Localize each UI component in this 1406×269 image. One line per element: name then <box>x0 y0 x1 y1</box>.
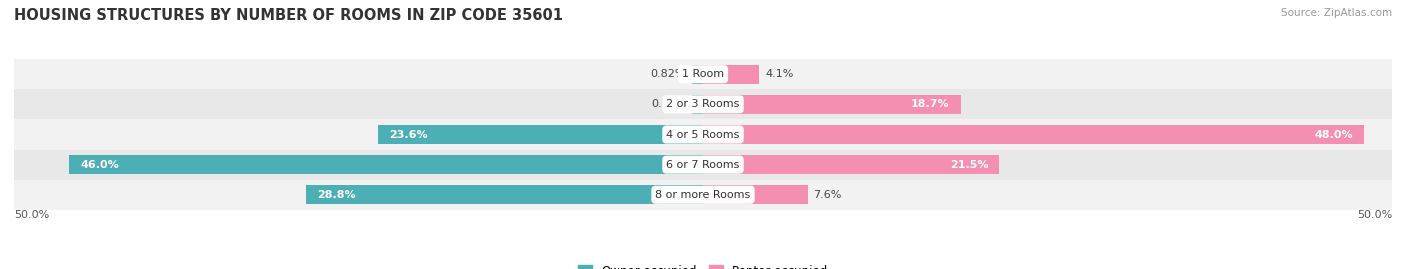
Text: 18.7%: 18.7% <box>911 99 949 109</box>
Bar <box>703 65 759 84</box>
Bar <box>703 185 807 204</box>
Text: 0.77%: 0.77% <box>651 99 688 109</box>
Text: 6 or 7 Rooms: 6 or 7 Rooms <box>666 160 740 170</box>
Bar <box>307 185 703 204</box>
Bar <box>69 155 703 174</box>
Text: 50.0%: 50.0% <box>14 210 49 220</box>
Text: 1 Room: 1 Room <box>682 69 724 79</box>
Text: 4 or 5 Rooms: 4 or 5 Rooms <box>666 129 740 140</box>
Bar <box>378 125 703 144</box>
Text: HOUSING STRUCTURES BY NUMBER OF ROOMS IN ZIP CODE 35601: HOUSING STRUCTURES BY NUMBER OF ROOMS IN… <box>14 8 562 23</box>
Text: 2 or 3 Rooms: 2 or 3 Rooms <box>666 99 740 109</box>
Legend: Owner-occupied, Renter-occupied: Owner-occupied, Renter-occupied <box>572 260 834 269</box>
Text: 7.6%: 7.6% <box>813 190 842 200</box>
Text: 4.1%: 4.1% <box>765 69 793 79</box>
Text: 48.0%: 48.0% <box>1315 129 1354 140</box>
Bar <box>703 95 960 114</box>
Bar <box>14 119 1392 150</box>
Text: 23.6%: 23.6% <box>389 129 427 140</box>
Text: 8 or more Rooms: 8 or more Rooms <box>655 190 751 200</box>
Text: 21.5%: 21.5% <box>949 160 988 170</box>
Bar <box>692 65 703 84</box>
Bar <box>14 89 1392 119</box>
Text: 46.0%: 46.0% <box>80 160 120 170</box>
Bar <box>692 95 703 114</box>
Bar <box>14 150 1392 180</box>
Bar <box>14 59 1392 89</box>
Text: 28.8%: 28.8% <box>318 190 356 200</box>
Bar <box>703 155 1000 174</box>
Text: 0.82%: 0.82% <box>651 69 686 79</box>
Text: 50.0%: 50.0% <box>1357 210 1392 220</box>
Bar <box>14 180 1392 210</box>
Text: Source: ZipAtlas.com: Source: ZipAtlas.com <box>1281 8 1392 18</box>
Bar <box>703 125 1364 144</box>
